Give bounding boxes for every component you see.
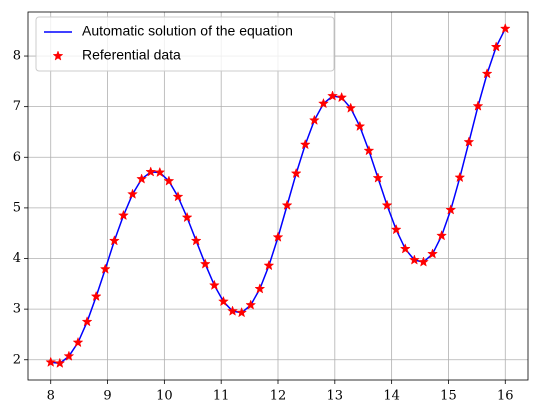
marker [263, 259, 275, 271]
y-tick-label: 6 [13, 150, 21, 165]
marker [290, 167, 302, 179]
marker [154, 166, 166, 178]
marker [245, 299, 257, 310]
marker [227, 305, 238, 316]
marker [445, 204, 457, 215]
x-tick-label: 10 [156, 389, 173, 404]
marker [63, 350, 75, 361]
marker [490, 41, 502, 52]
x-tick-label: 13 [327, 389, 344, 404]
marker [481, 68, 493, 79]
marker [318, 97, 329, 109]
marker [372, 172, 384, 183]
y-tick-label: 8 [13, 49, 21, 64]
marker [99, 263, 111, 274]
marker [345, 102, 357, 113]
x-tick-label: 12 [270, 389, 287, 404]
x-tick-label: 15 [440, 389, 457, 404]
marker [390, 223, 402, 235]
marker [81, 316, 93, 327]
y-tick-label: 7 [13, 99, 21, 114]
legend-label: Referential data [82, 47, 181, 63]
marker [108, 235, 120, 246]
x-tick-label: 9 [103, 389, 111, 404]
marker [127, 188, 138, 199]
marker [336, 91, 348, 103]
marker [308, 114, 320, 125]
marker [236, 306, 248, 318]
marker [363, 144, 375, 156]
marker [136, 173, 148, 184]
marker [72, 336, 84, 348]
marker [327, 90, 338, 101]
y-tick-label: 4 [13, 251, 21, 266]
marker [299, 138, 311, 150]
marker [172, 191, 184, 202]
marker [463, 136, 475, 147]
legend-box [35, 16, 335, 72]
legend-marker [52, 50, 64, 61]
marker [399, 243, 411, 254]
marker [199, 258, 211, 269]
marker [45, 356, 57, 367]
plot-frame [27, 11, 529, 381]
marker [472, 100, 484, 111]
x-tick-label: 11 [213, 389, 230, 404]
y-tick-label: 2 [13, 352, 21, 367]
y-tick-label: 3 [13, 302, 21, 317]
marker [54, 357, 66, 368]
x-tick-label: 8 [47, 389, 55, 404]
marker [272, 231, 284, 242]
marker [118, 209, 129, 221]
marker [354, 120, 366, 132]
marker [418, 256, 429, 267]
marker [208, 279, 220, 290]
marker [254, 283, 266, 294]
marker [427, 248, 438, 259]
marker [145, 166, 157, 177]
marker [218, 295, 229, 307]
marker [281, 199, 293, 210]
marker [190, 235, 202, 246]
marker [408, 254, 420, 265]
marker [436, 230, 448, 241]
legend-label: Automatic solution of the equation [82, 23, 293, 39]
marker [381, 199, 393, 210]
marker [181, 211, 193, 223]
marker [90, 290, 102, 302]
marker [163, 175, 175, 186]
marker [454, 171, 466, 183]
x-tick-label: 16 [497, 389, 514, 404]
y-tick-label: 5 [13, 200, 21, 215]
x-tick-label: 14 [383, 389, 400, 404]
marker [499, 22, 511, 34]
